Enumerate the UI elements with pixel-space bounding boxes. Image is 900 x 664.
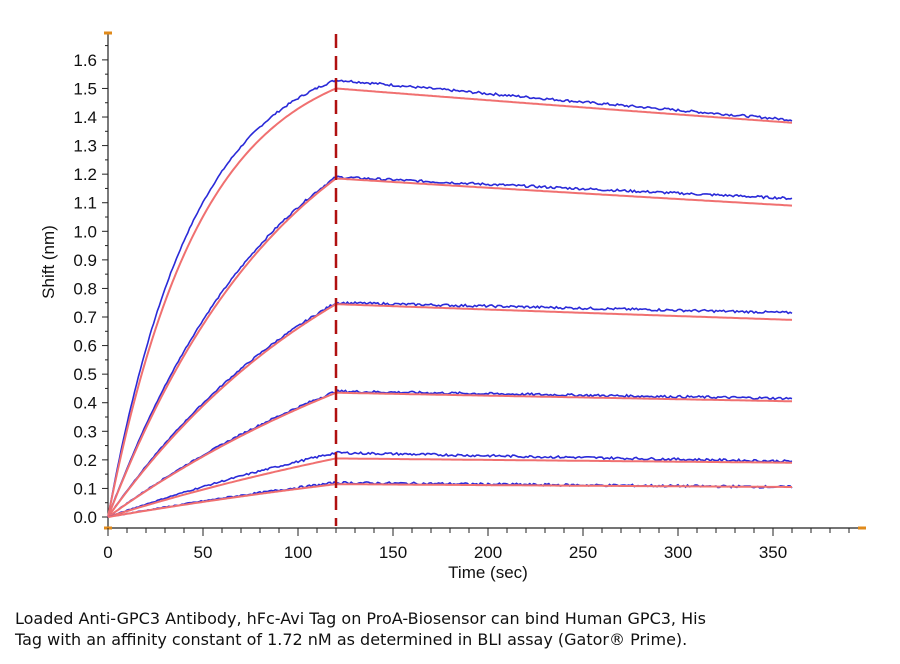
- y-tick-label: 0.0: [73, 508, 97, 527]
- x-tick-label: 300: [664, 543, 692, 562]
- y-tick-label: 1.5: [73, 79, 97, 98]
- measured-curve-3: [107, 300, 793, 518]
- y-tick-label: 0.9: [73, 251, 97, 270]
- y-tick-label: 0.3: [73, 422, 97, 441]
- fit-curve-2: [107, 177, 793, 518]
- x-tick-label: 200: [474, 543, 502, 562]
- y-axis-title: Shift (nm): [39, 225, 58, 299]
- x-tick-label: 350: [759, 543, 787, 562]
- measured-curve-2: [107, 175, 793, 518]
- binding-kinetics-chart: 0.0 0.1 0.2 0.3 0.4 0.5 0.6 0.7 0.8 0.9 1.0 1.1 1.2 1…: [39, 31, 866, 582]
- measured-curve-5: [107, 450, 793, 518]
- y-tick-label: 0.7: [73, 308, 97, 327]
- x-tick-label: 250: [569, 543, 597, 562]
- caption-line-1: Loaded Anti-GPC3 Antibody, hFc-Avi Tag o…: [15, 609, 706, 628]
- fit-curve-5: [107, 457, 792, 518]
- y-tick-label: 1.4: [73, 108, 97, 127]
- axes: [102, 31, 866, 536]
- fit-curve-4: [107, 391, 792, 518]
- figure-caption: Loaded Anti-GPC3 Antibody, hFc-Avi Tag o…: [15, 608, 875, 650]
- x-tick-label: 50: [194, 543, 213, 562]
- y-tick-label: 0.2: [73, 451, 97, 470]
- x-tick-label: 100: [284, 543, 312, 562]
- fit-curve-6: [107, 483, 792, 518]
- y-tick-label: 1.3: [73, 137, 97, 156]
- x-tick-label: 0: [103, 543, 112, 562]
- measured-curve-4: [107, 389, 793, 518]
- y-tick-label: 0.8: [73, 279, 97, 298]
- fit-curve-3: [107, 303, 793, 518]
- fit-curve-1: [107, 87, 793, 518]
- y-tick-label: 0.1: [73, 479, 97, 498]
- y-tick-label: 1.2: [73, 165, 97, 184]
- y-tick-label: 1.6: [73, 51, 97, 70]
- x-tick-label: 150: [379, 543, 407, 562]
- y-tick-label: 0.6: [73, 337, 97, 356]
- y-tick-label: 1.1: [73, 194, 97, 213]
- series-group: [107, 78, 793, 518]
- y-tick-label: 0.5: [73, 365, 97, 384]
- caption-line-2: Tag with an affinity constant of 1.72 nM…: [15, 630, 688, 649]
- y-tick-label: 1.0: [73, 222, 97, 241]
- tick-labels: 0.0 0.1 0.2 0.3 0.4 0.5 0.6 0.7 0.8 0.9 1.0 1.1 1.2 1…: [73, 51, 787, 562]
- measured-curve-1: [107, 78, 793, 518]
- x-axis-title: Time (sec): [448, 563, 528, 582]
- y-tick-label: 0.4: [73, 394, 97, 413]
